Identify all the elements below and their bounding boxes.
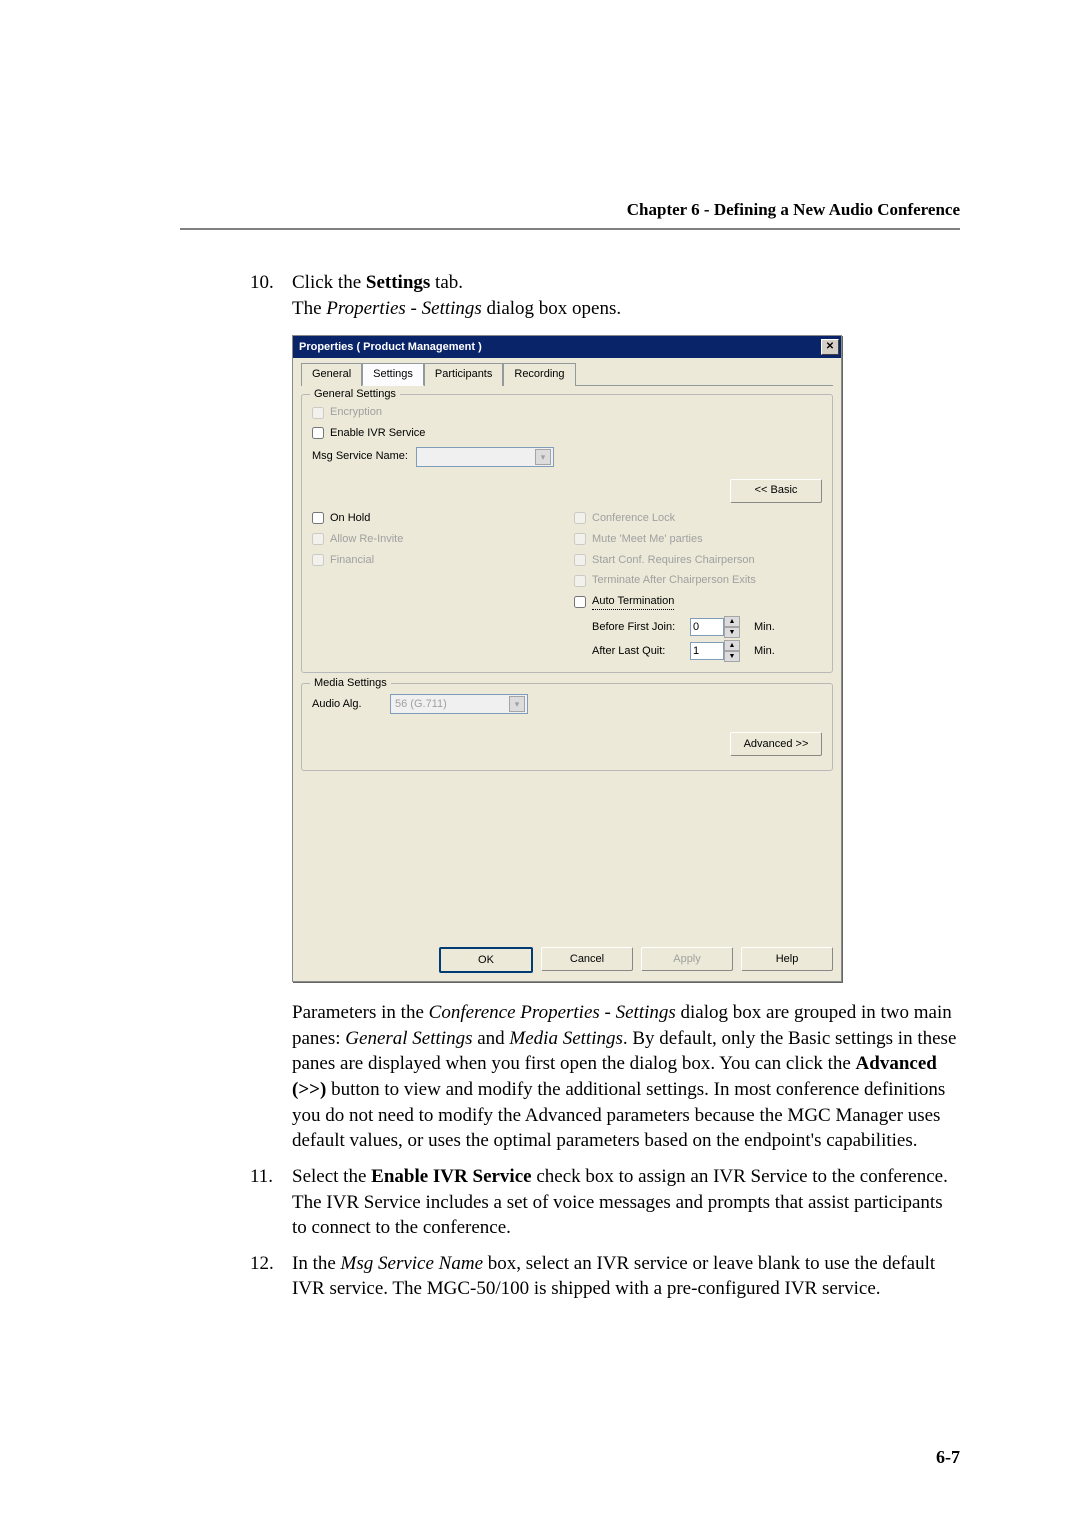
step-10-line1-pre: Click the [292,272,366,293]
chevron-down-icon: ▾ [535,449,551,465]
spinner-up-icon[interactable]: ▲ [724,616,740,627]
p-t3: and [472,1028,509,1049]
encryption-check-input [312,407,324,419]
mute-meet-check-input [574,533,586,545]
header-rule [180,228,960,230]
on-hold-checkbox[interactable]: On Hold [312,511,560,526]
min-label-1: Min. [754,620,775,635]
invite-checkbox: Allow Re-Invite [312,532,560,547]
p-i2: General Settings [345,1028,472,1049]
p-t1: Parameters in the [292,1002,429,1023]
start-req-checkbox: Start Conf. Requires Chairperson [574,553,822,568]
step-10: 10. Click the Settings tab. The Properti… [250,270,960,1154]
term-exit-label: Terminate After Chairperson Exits [592,573,756,588]
spinner-down-icon[interactable]: ▼ [724,627,740,638]
dialog-title: Properties ( Product Management ) [299,340,482,355]
s12-i1: Msg Service Name [341,1253,483,1274]
post-dialog-paragraph: Parameters in the Conference Properties … [292,1000,960,1154]
apply-button: Apply [641,947,733,971]
properties-dialog: Properties ( Product Management ) ✕ Gene… [292,335,842,982]
help-button[interactable]: Help [741,947,833,971]
cancel-button[interactable]: Cancel [541,947,633,971]
financial-check-input [312,554,324,566]
tab-settings[interactable]: Settings [362,363,424,386]
s11-b1: Enable IVR Service [371,1166,531,1187]
dialog-footer: OK Cancel Apply Help [293,939,841,981]
basic-button[interactable]: << Basic [730,479,822,503]
conf-lock-checkbox: Conference Lock [574,511,822,526]
audio-alg-value: 56 (G.711) [395,697,447,712]
msg-service-select[interactable]: ▾ [416,447,554,467]
step-number: 12. [250,1251,274,1277]
enable-ivr-check-input[interactable] [312,427,324,439]
chevron-down-icon: ▾ [509,696,525,712]
step-number: 11. [250,1164,273,1190]
s11-t1: Select the [292,1166,371,1187]
step-number: 10. [250,270,274,296]
close-icon[interactable]: ✕ [821,339,839,355]
tab-general[interactable]: General [301,363,362,386]
step-10-line2-italic: Properties - Settings [326,298,482,319]
before-first-join-label: Before First Join: [592,620,682,635]
term-exit-checkbox: Terminate After Chairperson Exits [574,573,822,588]
msg-service-label: Msg Service Name: [312,449,408,464]
on-hold-label: On Hold [330,511,370,526]
conf-lock-label: Conference Lock [592,511,675,526]
invite-label: Allow Re-Invite [330,532,403,547]
tab-recording[interactable]: Recording [503,363,575,386]
chapter-header: Chapter 6 - Defining a New Audio Confere… [180,200,960,220]
dialog-titlebar: Properties ( Product Management ) ✕ [293,336,841,358]
ok-button[interactable]: OK [439,947,533,973]
step-10-line2-pre: The [292,298,326,319]
conf-lock-check-input [574,512,586,524]
general-settings-legend: General Settings [310,387,400,402]
auto-term-check-input[interactable] [574,596,586,608]
page-number: 6-7 [936,1447,960,1468]
step-11: 11. Select the Enable IVR Service check … [250,1164,960,1241]
step-10-line1-bold: Settings [366,272,430,293]
min-label-2: Min. [754,644,775,659]
mute-meet-label: Mute 'Meet Me' parties [592,532,703,547]
spinner-down-icon[interactable]: ▼ [724,651,740,662]
after-last-quit-input[interactable] [690,642,724,660]
audio-alg-label: Audio Alg. [312,697,382,712]
start-req-check-input [574,554,586,566]
before-first-join-spinner[interactable]: ▲▼ [690,616,740,638]
mute-meet-checkbox: Mute 'Meet Me' parties [574,532,822,547]
term-exit-check-input [574,575,586,587]
p-t5: button to view and modify the additional… [292,1079,945,1151]
s12-t1: In the [292,1253,341,1274]
media-settings-legend: Media Settings [310,676,391,691]
step-10-line2-post: dialog box opens. [482,298,621,319]
dialog-tabs: General Settings Participants Recording [301,362,833,386]
p-i3: Media Settings [509,1028,622,1049]
after-last-quit-spinner[interactable]: ▲▼ [690,640,740,662]
encryption-label: Encryption [330,405,382,420]
financial-label: Financial [330,553,374,568]
audio-alg-select: 56 (G.711) ▾ [390,694,528,714]
tab-participants[interactable]: Participants [424,363,503,386]
enable-ivr-label: Enable IVR Service [330,426,425,441]
step-10-line1-post: tab. [430,272,463,293]
media-settings-group: Media Settings Audio Alg. 56 (G.711) ▾ A… [301,683,833,771]
general-settings-group: General Settings Encryption Enable IVR S… [301,394,833,673]
auto-term-checkbox[interactable]: Auto Termination [574,594,822,610]
advanced-button[interactable]: Advanced >> [730,732,822,756]
encryption-checkbox: Encryption [312,405,822,420]
p-i1: Conference Properties - Settings [429,1002,676,1023]
financial-checkbox: Financial [312,553,560,568]
step-12: 12. In the Msg Service Name box, select … [250,1251,960,1302]
before-first-join-input[interactable] [690,618,724,636]
auto-term-label: Auto Termination [592,594,674,610]
after-last-quit-label: After Last Quit: [592,644,682,659]
spinner-up-icon[interactable]: ▲ [724,640,740,651]
start-req-label: Start Conf. Requires Chairperson [592,553,755,568]
on-hold-check-input[interactable] [312,512,324,524]
enable-ivr-checkbox[interactable]: Enable IVR Service [312,426,822,441]
invite-check-input [312,533,324,545]
